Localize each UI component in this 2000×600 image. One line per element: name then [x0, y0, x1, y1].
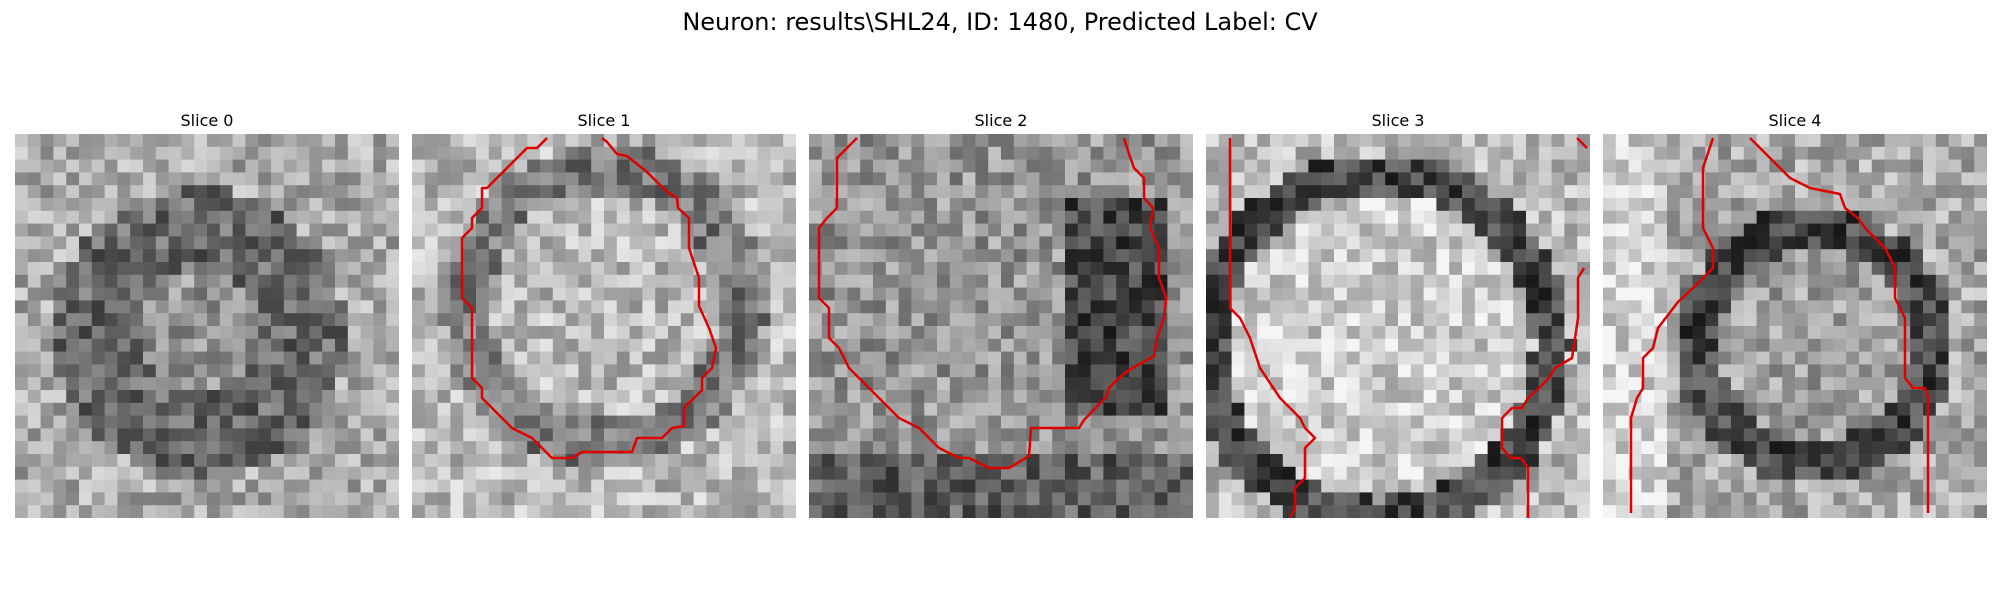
grayscale-texture [1603, 134, 1987, 518]
slice-title: Slice 0 [180, 111, 234, 130]
slice-title: Slice 1 [577, 111, 631, 130]
slice-title: Slice 3 [1371, 111, 1425, 130]
figure-title: Neuron: results\SHL24, ID: 1480, Predict… [682, 8, 1318, 36]
slice-image-3 [1206, 134, 1590, 518]
grayscale-texture [809, 134, 1193, 518]
grayscale-texture [1206, 134, 1590, 518]
slice-panel-2: Slice 2 [809, 110, 1193, 518]
segmentation-contour [1629, 137, 1715, 513]
slice-title: Slice 4 [1768, 111, 1822, 130]
slice-panel-4: Slice 4 [1603, 110, 1987, 518]
segmentation-contour [460, 137, 718, 460]
segmentation-contour [1500, 267, 1586, 518]
slice-panel-0: Slice 0 [15, 110, 399, 518]
segmentation-contour [817, 137, 1168, 470]
segmentation-contour [1228, 138, 1317, 518]
slice-image-4 [1603, 134, 1987, 518]
slice-image-0 [15, 134, 399, 518]
grayscale-texture [412, 134, 796, 518]
slice-image-2 [809, 134, 1193, 518]
slice-panel-1: Slice 1 [412, 110, 796, 518]
slice-title: Slice 2 [974, 111, 1028, 130]
slice-panel-3: Slice 3 [1206, 110, 1590, 518]
grayscale-texture [15, 134, 399, 518]
segmentation-contour [1749, 137, 1930, 513]
segmentation-contour [1576, 137, 1588, 149]
slice-image-1 [412, 134, 796, 518]
